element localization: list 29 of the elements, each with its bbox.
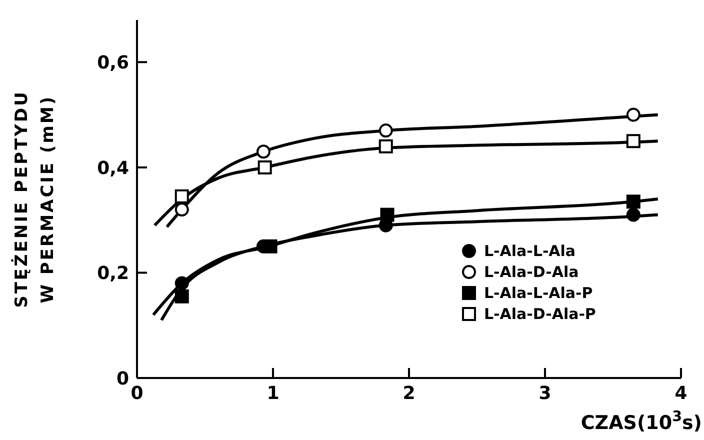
x-axis-title: CZAS(10$^{3}$s) <box>580 409 702 434</box>
y-tick-label: 0,6 <box>97 52 129 74</box>
x-tick-label: 3 <box>538 382 552 404</box>
y-axis-title: STĘŻENIE PEPTYDU W PERMACIE (mM) <box>11 90 58 308</box>
point <box>258 160 272 174</box>
point <box>626 108 640 122</box>
point <box>256 144 270 159</box>
legend-label: L-Ala-D-Ala <box>484 262 579 280</box>
x-tick-label: 1 <box>266 382 280 404</box>
point <box>380 208 394 222</box>
y-tick-label: 0,4 <box>97 158 129 179</box>
point <box>174 202 189 217</box>
x-tick-label: 4 <box>674 382 688 404</box>
legend-label: L-Ala-D-Ala-P <box>484 304 596 322</box>
point <box>174 289 189 304</box>
x-tick-label: 2 <box>402 382 416 404</box>
legend-label: L-Ala-L-Ala-P <box>484 284 593 302</box>
point <box>174 189 189 204</box>
point <box>626 194 640 209</box>
point <box>626 134 640 148</box>
point <box>263 239 278 254</box>
y-tick-label: 0 <box>116 368 129 390</box>
x-tick-label: 0 <box>130 382 144 404</box>
point <box>378 124 393 138</box>
point <box>174 276 189 290</box>
legend-label: L-Ala-L-Ala <box>484 242 576 260</box>
point <box>626 208 640 222</box>
y-tick-label: 0,2 <box>97 263 129 284</box>
point <box>378 139 393 154</box>
